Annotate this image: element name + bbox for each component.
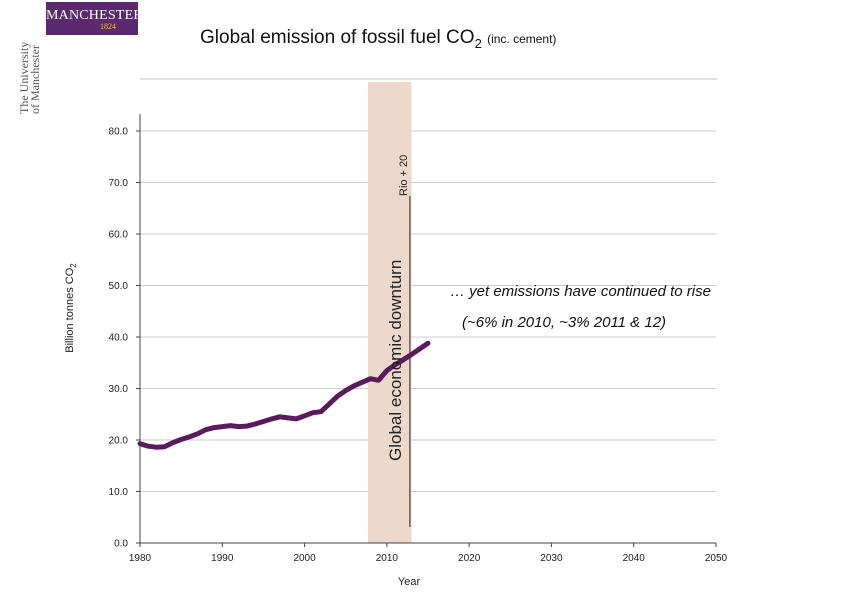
x-tick-label: 1990: [211, 553, 234, 564]
downturn-band: [367, 82, 412, 543]
logo-year: 1824: [100, 22, 116, 31]
y-tick-label: 20.0: [109, 436, 129, 447]
y-tick-label: 60.0: [109, 230, 129, 241]
x-axis-label: Year: [398, 576, 421, 588]
emissions-point: [352, 384, 356, 388]
emissions-point: [360, 380, 364, 384]
emissions-point: [220, 425, 224, 429]
y-tick-label: 30.0: [109, 384, 129, 395]
x-tick-label: 2050: [705, 553, 728, 564]
emissions-point: [401, 358, 405, 362]
emissions-point: [196, 432, 200, 436]
emissions-point: [204, 428, 208, 432]
emissions-point: [245, 424, 249, 428]
grid: [140, 130, 716, 492]
x-tick-labels: 1980 1990 2000 2010 2020 2030 2040 2050: [129, 553, 728, 564]
x-tick-label: 1980: [129, 553, 152, 564]
x-tick-label: 2030: [540, 553, 563, 564]
x-tick-label: 2040: [623, 553, 646, 564]
emissions-point: [426, 341, 430, 345]
y-axis-label-subscript: 2: [69, 263, 78, 268]
emissions-point: [294, 417, 298, 421]
chart-title-subscript: 2: [474, 36, 482, 51]
emissions-point: [286, 416, 290, 420]
emissions-point: [385, 369, 389, 372]
emissions-point: [410, 353, 413, 356]
x-tick-label: 2020: [458, 553, 481, 564]
emissions-point: [212, 426, 216, 430]
chart-title-suffix: (inc. cement): [487, 32, 557, 46]
annotation-line-2: (~6% in 2010, ~3% 2011 & 12): [462, 314, 666, 331]
x-tick-label: 2000: [293, 553, 316, 564]
emissions-point: [229, 424, 232, 428]
emissions-point: [303, 414, 307, 418]
emissions-point: [187, 435, 191, 439]
chart-title: Global emission of fossil fuel CO2 (inc.…: [200, 27, 556, 51]
emissions-point: [163, 445, 167, 449]
emissions-point: [237, 425, 241, 429]
logo-wordmark: MANCHESTER: [46, 8, 143, 23]
y-axis-label-text: Billion tonnes CO: [64, 267, 76, 352]
emissions-point: [327, 402, 331, 406]
manchester-logo: MANCHESTER 1824: [46, 2, 143, 35]
x-tick-label: 2010: [376, 553, 399, 564]
downturn-label: Global economic downturn: [386, 260, 405, 461]
emissions-point: [344, 389, 348, 393]
y-tick-label: 0.0: [114, 539, 128, 550]
y-tick-label: 70.0: [109, 178, 129, 189]
emissions-point: [146, 444, 150, 448]
chart-title-main: Global emission of fossil fuel CO: [200, 27, 475, 48]
emissions-point: [253, 422, 257, 426]
emissions-point: [278, 415, 282, 419]
emissions-point: [171, 441, 175, 445]
emissions-point: [393, 363, 397, 367]
y-tick-label: 80.0: [109, 127, 129, 138]
y-tick-label: 40.0: [109, 333, 129, 344]
emissions-point: [311, 411, 315, 415]
rio-label: Rio + 20: [398, 155, 410, 196]
axes: [136, 114, 717, 547]
y-tick-label: 50.0: [109, 281, 129, 292]
emissions-point: [319, 410, 323, 414]
emissions-point: [368, 377, 372, 381]
emissions-point: [418, 347, 422, 351]
emissions-points: [138, 341, 430, 449]
emissions-point: [336, 394, 339, 398]
emissions-point: [138, 442, 142, 446]
y-tick-label: 10.0: [109, 487, 129, 498]
y-axis-label: Billion tonnes CO2: [64, 263, 78, 353]
emissions-point: [261, 420, 265, 423]
emissions-point: [179, 438, 183, 441]
annotation-line-1: … yet emissions have continued to rise: [450, 283, 711, 300]
emissions-point: [270, 417, 274, 421]
emissions-point: [377, 378, 381, 382]
y-tick-labels: 0.0 10.0 20.0 30.0 40.0 50.0 60.0 70.0 80.0: [109, 127, 129, 550]
emissions-point: [155, 445, 158, 449]
